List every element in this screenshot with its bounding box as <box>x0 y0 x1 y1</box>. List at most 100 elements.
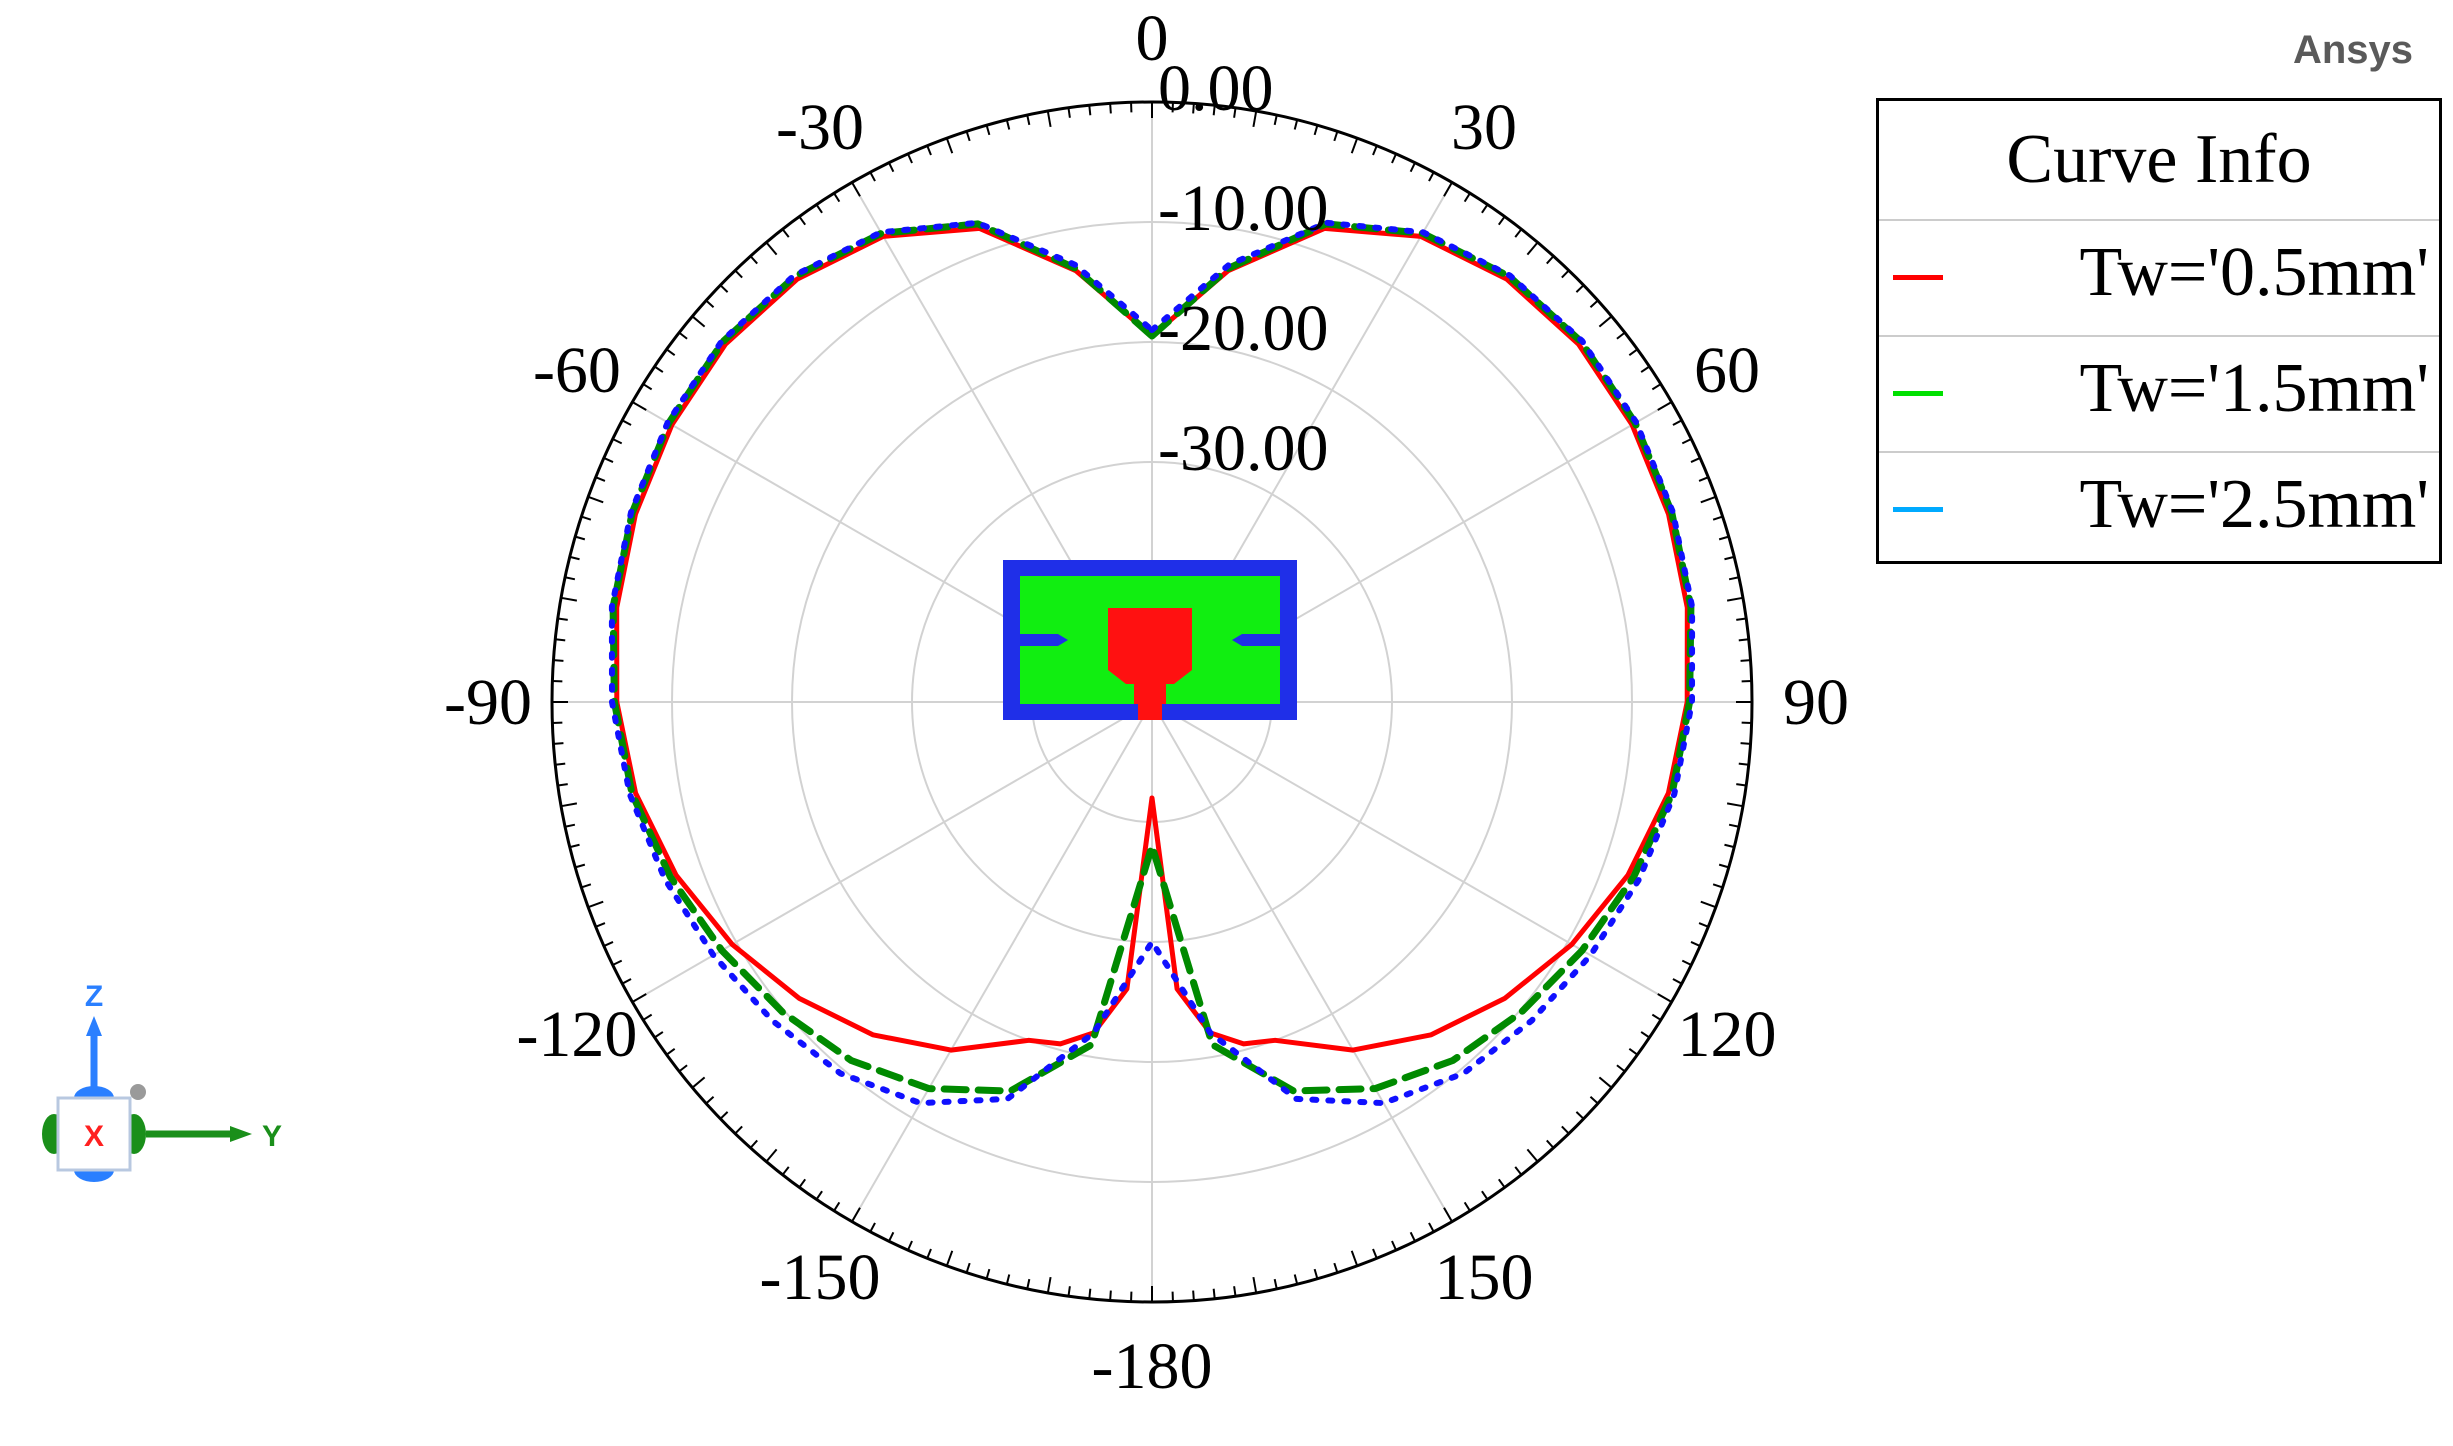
angle-tick-mark <box>581 883 592 889</box>
angle-tick-mark <box>705 1096 715 1105</box>
angle-tick-mark <box>1233 107 1237 118</box>
angle-tick-mark <box>1690 941 1701 947</box>
axes-triad[interactable]: Z X Y <box>20 970 310 1260</box>
angle-tick-mark <box>749 1139 758 1149</box>
angle-tick-mark <box>1726 802 1744 808</box>
inset-left-slot <box>1020 634 1068 646</box>
angle-tick-mark <box>985 124 991 136</box>
angle-tick-mark <box>1651 1013 1662 1021</box>
inset-feed-line <box>1138 700 1162 720</box>
angle-tick-mark <box>1546 1139 1555 1149</box>
angle-tick-mark <box>1497 1178 1506 1188</box>
angle-tick-mark <box>1700 900 1717 909</box>
angle-tick-label: 60 <box>1694 334 1760 407</box>
angle-tick-mark <box>1736 783 1747 787</box>
legend-swatch <box>1893 275 1943 280</box>
angle-tick-mark <box>654 365 664 373</box>
angle-tick-mark <box>1372 1248 1378 1259</box>
angle-tick-mark <box>1724 843 1735 849</box>
angle-tick-mark <box>869 1222 876 1233</box>
angle-tick-mark <box>1443 1207 1453 1223</box>
angle-tick-mark <box>691 315 706 328</box>
angle-tick-mark <box>1350 1250 1359 1267</box>
angle-tick-mark <box>1026 114 1031 126</box>
angle-tick-label: -150 <box>760 1241 881 1314</box>
series-curve <box>614 225 1690 1053</box>
angle-tick-mark <box>1728 823 1740 828</box>
angular-grid-spoke <box>631 701 1153 1003</box>
angle-tick-mark <box>1561 1125 1570 1135</box>
angle-tick-mark <box>1640 365 1650 373</box>
angle-tick-mark <box>1497 216 1506 226</box>
angle-tick-mark <box>642 383 653 391</box>
angle-tick-label: -30 <box>776 91 864 164</box>
angle-tick-mark <box>815 1190 823 1200</box>
angle-tick-mark <box>555 762 566 766</box>
angle-tick-mark <box>612 438 623 445</box>
angle-tick-mark <box>691 1076 706 1089</box>
angle-tick-mark <box>569 555 580 561</box>
angle-tick-label: 120 <box>1678 998 1777 1071</box>
angle-tick-mark <box>1681 959 1692 966</box>
angle-tick-mark <box>612 959 623 966</box>
angle-tick-mark <box>631 401 647 411</box>
angle-tick-mark <box>1738 762 1749 766</box>
angle-tick-mark <box>1005 1274 1011 1285</box>
angle-tick-mark <box>1350 137 1359 154</box>
angle-tick-mark <box>1273 1278 1278 1290</box>
angle-tick-mark <box>1233 1286 1237 1297</box>
angle-tick-mark <box>569 843 580 849</box>
angle-tick-mark <box>1005 119 1011 130</box>
angle-tick-mark <box>798 1178 807 1188</box>
angle-tick-mark <box>1372 145 1378 156</box>
angle-tick-mark <box>749 255 758 265</box>
angle-tick-mark <box>926 145 932 156</box>
angle-tick-mark <box>1589 299 1599 308</box>
angle-tick-mark <box>1628 1047 1638 1056</box>
angle-tick-mark <box>560 596 578 602</box>
angle-tick-mark <box>851 1207 861 1223</box>
angle-tick-mark <box>734 1125 743 1135</box>
angle-tick-mark <box>985 1268 991 1280</box>
angle-tick-mark <box>1740 742 1751 745</box>
angle-tick-mark <box>1409 162 1416 173</box>
angle-tick-mark <box>1212 1288 1216 1299</box>
axis-labels: 0 30 60 90 120 150 -180 -150 -120 -90 -60 -30 0.00 -1… <box>444 2 1849 1403</box>
angle-tick-mark <box>1192 103 1195 114</box>
angle-tick-mark <box>1657 401 1673 411</box>
angle-tick-mark <box>1252 110 1258 128</box>
angle-tick-mark <box>581 515 592 521</box>
legend-swatch <box>1893 391 1943 396</box>
angle-tick-mark <box>1428 171 1435 182</box>
angle-tick-mark <box>574 535 586 541</box>
angle-tick-mark <box>666 348 676 357</box>
angle-tick-mark <box>1293 1274 1299 1285</box>
inset-right-slot <box>1232 634 1280 646</box>
angle-tick-mark <box>678 331 688 340</box>
angle-tick-mark <box>1698 922 1709 928</box>
angle-tick-mark <box>1738 638 1749 642</box>
angle-tick-mark <box>631 993 647 1003</box>
angle-tick-mark <box>765 241 778 256</box>
angle-tick-mark <box>1726 596 1744 602</box>
legend: Curve Info Tw='0.5mm' Tw='1.5mm' Tw='2.5… <box>1876 98 2442 564</box>
angle-tick-mark <box>1681 438 1692 445</box>
angle-tick-mark <box>603 457 614 463</box>
angle-tick-mark <box>1628 348 1638 357</box>
angle-tick-mark <box>1514 228 1523 238</box>
angle-tick-mark <box>557 783 568 787</box>
angular-grid-spoke <box>851 701 1153 1223</box>
angle-tick-mark <box>603 941 614 947</box>
angle-tick-mark <box>1293 119 1299 130</box>
radial-tick-label: 0.00 <box>1158 52 1274 125</box>
angle-tick-label: -90 <box>444 666 532 739</box>
legend-swatch <box>1893 507 1943 512</box>
angle-tick-mark <box>833 1201 841 1212</box>
legend-label: Tw='2.5mm' <box>2079 466 2429 543</box>
angle-tick-mark <box>1712 883 1723 889</box>
z-arrow-head <box>86 1016 102 1036</box>
angle-tick-label: 0 <box>1136 2 1169 75</box>
angle-tick-mark <box>1526 241 1539 256</box>
angle-tick-mark <box>1088 105 1092 116</box>
angle-tick-mark <box>1046 110 1052 128</box>
